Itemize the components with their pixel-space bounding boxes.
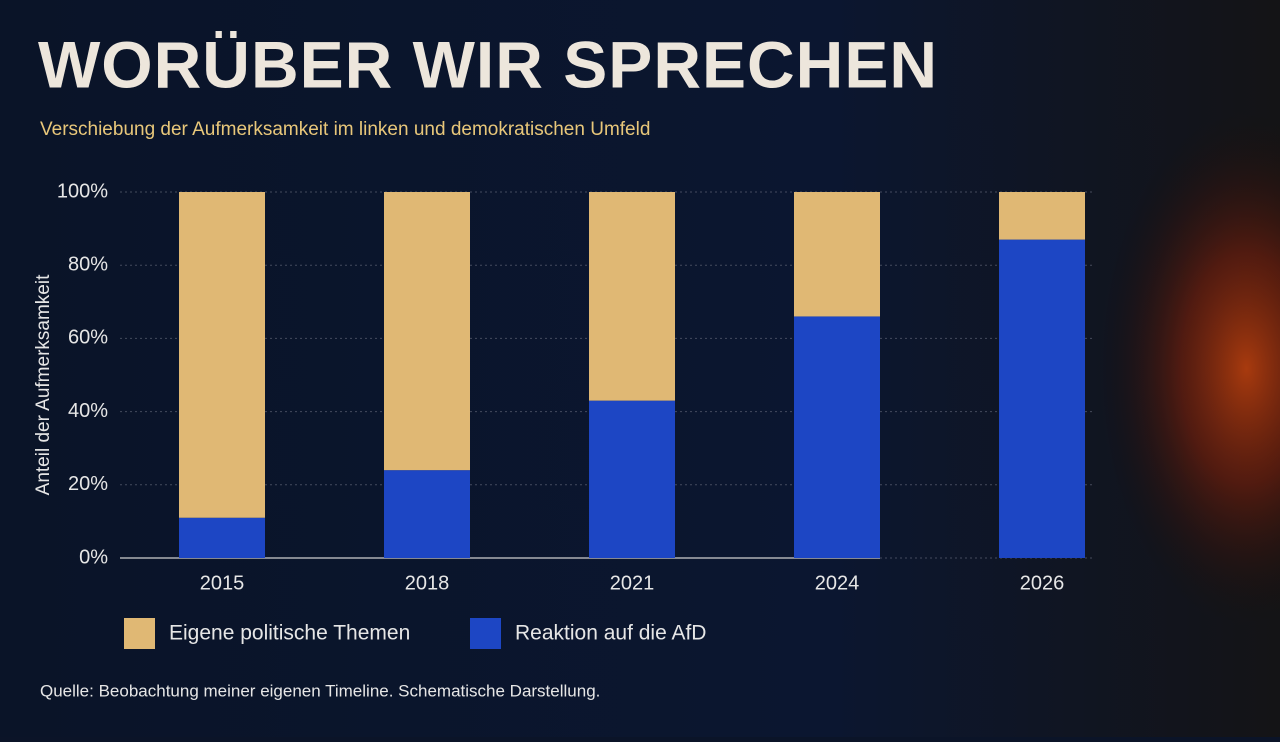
legend-label: Eigene politische Themen bbox=[169, 622, 410, 645]
y-tick-label: 80% bbox=[68, 253, 108, 275]
bar-segment bbox=[384, 470, 470, 558]
y-tick-label: 20% bbox=[68, 473, 108, 495]
x-tick-label: 2015 bbox=[200, 572, 245, 594]
x-tick-label: 2026 bbox=[1020, 572, 1065, 594]
bar-segment bbox=[589, 400, 675, 558]
source-note: Quelle: Beobachtung meiner eigenen Timel… bbox=[40, 681, 600, 700]
bar-segment bbox=[384, 192, 470, 471]
y-tick-label: 0% bbox=[79, 546, 108, 568]
bar-segment bbox=[179, 517, 265, 558]
bar-segment bbox=[794, 192, 880, 317]
bar-segment bbox=[179, 192, 265, 518]
legend-swatch bbox=[124, 618, 155, 649]
y-tick-label: 40% bbox=[68, 400, 108, 422]
y-axis-label: Anteil der Aufmerksamkeit bbox=[33, 274, 54, 495]
bar-segment bbox=[794, 316, 880, 558]
bar-segment bbox=[999, 239, 1085, 558]
x-tick-label: 2018 bbox=[405, 572, 450, 594]
legend-swatch bbox=[470, 618, 501, 649]
x-tick-label: 2024 bbox=[815, 572, 860, 594]
chart-subtitle: Verschiebung der Aufmerksamkeit im linke… bbox=[40, 119, 650, 140]
x-tick-label: 2021 bbox=[610, 572, 655, 594]
bar-segment bbox=[589, 192, 675, 401]
y-tick-label: 100% bbox=[57, 180, 108, 202]
y-tick-label: 60% bbox=[68, 327, 108, 349]
bar-segment bbox=[999, 192, 1085, 240]
chart-title: WORÜBER WIR SPRECHEN bbox=[38, 27, 938, 101]
legend-label: Reaktion auf die AfD bbox=[515, 622, 706, 645]
